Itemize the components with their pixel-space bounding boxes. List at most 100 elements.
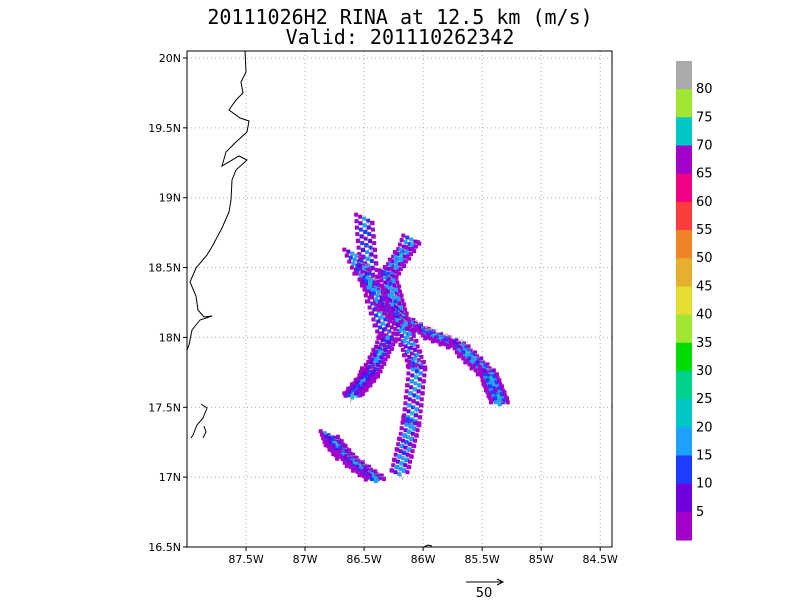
wind-cell	[382, 265, 387, 270]
wind-cell	[413, 239, 418, 244]
wind-cell	[363, 477, 368, 482]
wind-cell	[400, 347, 405, 352]
wind-cell	[493, 400, 498, 405]
wind-cell	[355, 380, 360, 385]
wind-cell	[488, 376, 493, 381]
wind-cell	[484, 386, 489, 391]
wind-cell	[406, 464, 411, 469]
wind-cell	[389, 325, 394, 330]
wind-cell	[404, 245, 409, 250]
wind-cell	[347, 389, 352, 394]
colorbar-label: 70	[696, 139, 713, 154]
wind-cell	[401, 316, 406, 321]
wind-cell	[407, 397, 412, 402]
wind-cell	[408, 252, 413, 257]
x-tick-label: 86W	[411, 553, 436, 566]
wind-cell	[396, 296, 401, 301]
wind-cell	[392, 337, 397, 342]
wind-cell	[379, 295, 384, 300]
wind-cell	[413, 433, 418, 438]
wind-cell	[421, 379, 426, 384]
wind-cell	[397, 289, 402, 294]
colorbar-label: 60	[696, 195, 713, 210]
wind-cell	[400, 298, 405, 303]
wind-cell	[485, 378, 490, 383]
colorbar-label: 10	[696, 477, 713, 492]
wind-cell	[408, 454, 413, 459]
wind-cell	[369, 259, 374, 264]
wind-cell	[348, 255, 353, 260]
coastline-line	[186, 50, 250, 351]
wind-cell	[393, 312, 398, 317]
wind-cell	[419, 354, 424, 359]
wind-cell	[385, 314, 390, 318]
wind-cell	[410, 247, 415, 252]
wind-cell	[391, 259, 396, 264]
wind-cell	[398, 320, 403, 324]
wind-cell	[361, 375, 366, 380]
wind-cell	[410, 373, 415, 378]
wind-cell	[408, 345, 413, 350]
wind-cell	[341, 442, 345, 447]
wind-cell	[411, 405, 415, 410]
wind-cell	[416, 358, 421, 363]
wind-cell	[346, 461, 351, 466]
wind-cell	[419, 365, 424, 370]
wind-cell	[360, 283, 364, 288]
wind-cell	[391, 295, 396, 300]
wind-cell	[405, 452, 410, 457]
wind-cell	[395, 331, 400, 336]
wind-cell	[370, 287, 375, 292]
wind-cell	[415, 327, 420, 332]
wind-arrow	[363, 218, 371, 227]
wind-cell	[397, 472, 402, 477]
wind-cell	[393, 287, 398, 292]
wind-cell	[399, 257, 404, 262]
colorbar-label: 15	[696, 449, 713, 464]
wind-cell	[418, 409, 423, 414]
wind-cell	[365, 475, 370, 480]
wind-cell	[360, 385, 365, 390]
wind-cell	[333, 436, 338, 441]
wind-cell	[354, 391, 359, 396]
wind-cell	[377, 268, 382, 273]
wind-cell	[389, 274, 394, 279]
wind-cell	[374, 297, 379, 302]
wind-cell	[358, 369, 363, 374]
wind-cell	[331, 443, 336, 448]
wind-cell	[392, 283, 397, 288]
wind-cell	[335, 456, 340, 461]
wind-cell	[389, 310, 394, 315]
wind-cell	[350, 388, 355, 393]
wind-cell	[457, 354, 461, 359]
y-tick-label: 17.5N	[148, 401, 181, 414]
wind-cell	[377, 289, 381, 294]
wind-cell	[360, 392, 365, 397]
wind-cell	[396, 247, 401, 252]
y-tick-label: 18.5N	[148, 262, 181, 275]
wind-cell	[374, 261, 379, 266]
wind-cell	[389, 468, 394, 473]
wind-cell	[446, 345, 450, 350]
wind-cell	[413, 421, 418, 426]
wind-cell	[361, 474, 366, 479]
wind-cell	[351, 468, 356, 473]
colorbar-swatch	[676, 399, 692, 428]
wind-cell	[387, 305, 391, 310]
wind-cell	[371, 347, 376, 352]
colorbar-label: 20	[696, 420, 713, 435]
coastline-bottom	[423, 544, 433, 548]
wind-cell	[362, 371, 367, 376]
wind-cell	[323, 434, 328, 439]
wind-cell	[369, 277, 374, 282]
wind-cell	[403, 240, 408, 245]
wind-cell	[403, 307, 407, 312]
wind-arrow	[384, 329, 394, 336]
wind-cell	[370, 352, 375, 357]
chart-subtitle: Valid: 201110262342	[285, 25, 515, 49]
wind-cell	[371, 234, 376, 239]
wind-cell	[366, 285, 371, 290]
wind-cell	[327, 439, 332, 444]
wind-cell	[399, 305, 403, 310]
wind-cell	[405, 326, 410, 331]
